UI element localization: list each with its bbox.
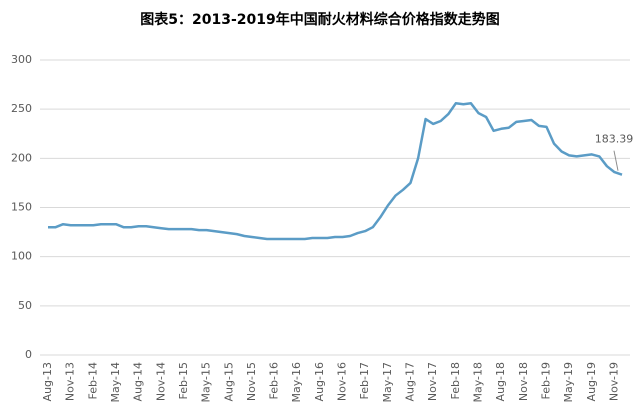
x-tick-label: May-18 [472,362,485,403]
x-tick-label: Feb-14 [86,362,99,399]
data-line [48,102,623,241]
x-tick-label: Aug-19 [585,362,598,401]
x-tick-label: Aug-15 [222,362,235,401]
y-tick-label: 100 [11,250,32,263]
x-tick-label: Nov-18 [517,362,530,401]
x-tick-label: Feb-17 [358,362,371,399]
x-tick-label: May-16 [290,362,303,403]
x-tick-label: Nov-19 [607,362,620,401]
x-tick-label: Feb-15 [177,362,190,399]
x-tick-label: Aug-13 [41,362,54,401]
y-tick-label: 300 [11,53,32,66]
x-tick-label: Nov-13 [64,362,77,401]
x-tick-label: Nov-14 [154,362,167,401]
x-tick-label: Aug-18 [494,362,507,401]
x-tick-label: Aug-17 [404,362,417,401]
annotation-leader [613,150,619,171]
y-tick-label: 250 [11,102,32,115]
x-tick-label: Aug-16 [313,362,326,401]
x-tick-label: Nov-15 [245,362,258,401]
x-tick-label: May-19 [562,362,575,403]
x-tick-label: May-17 [381,362,394,403]
x-tick-label: May-14 [109,362,122,403]
y-tick-label: 200 [11,151,32,164]
chart-title: 图表5：2013-2019年中国耐火材料综合价格指数走势图 [140,11,499,28]
x-tick-label: Feb-19 [539,362,552,399]
x-tick-label: Nov-17 [426,362,439,401]
y-tick-label: 50 [18,299,32,312]
x-tick-label: Aug-14 [132,362,145,401]
x-tick-label: Nov-16 [336,362,349,401]
data-label: 183.39 [595,133,634,146]
y-tick-label: 150 [11,201,32,214]
x-tick-label: May-15 [200,362,213,403]
x-tick-label: Feb-16 [268,362,281,399]
y-tick-label: 0 [25,348,32,361]
x-tick-label: Feb-18 [449,362,462,399]
